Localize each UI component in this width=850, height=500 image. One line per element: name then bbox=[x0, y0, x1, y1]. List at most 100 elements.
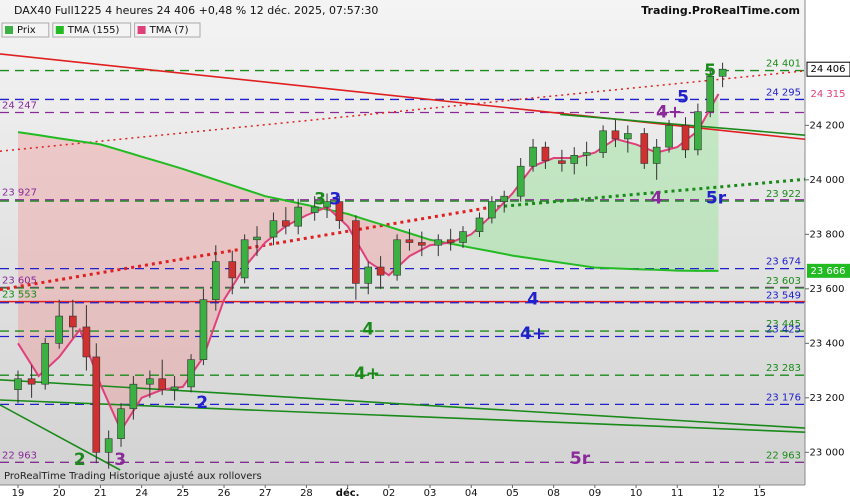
level-label: 23 176 bbox=[766, 392, 801, 403]
x-tick-label: 27 bbox=[259, 488, 272, 499]
tma-fill bbox=[121, 150, 142, 431]
candle-body bbox=[158, 378, 167, 390]
candle-body bbox=[611, 130, 620, 140]
candle-body bbox=[582, 152, 591, 156]
level-label: 23 674 bbox=[766, 257, 801, 268]
y-axis-background bbox=[805, 0, 850, 500]
level-label: 23 445 bbox=[766, 319, 801, 330]
tma-fill bbox=[656, 147, 678, 271]
legend-label: TMA (7) bbox=[149, 25, 189, 36]
price-tag bbox=[807, 87, 850, 102]
candle-body bbox=[199, 299, 208, 360]
wave-label: 4+ bbox=[354, 364, 380, 384]
price-tag bbox=[806, 61, 850, 77]
y-tick-label: 24 000 bbox=[810, 175, 845, 186]
candle-body bbox=[529, 146, 537, 167]
candle-body bbox=[240, 239, 249, 279]
candle-body bbox=[665, 125, 673, 148]
candle-body bbox=[335, 201, 344, 222]
legend-label: TMA (155) bbox=[67, 25, 120, 36]
candle-body bbox=[558, 160, 566, 164]
tma-fill bbox=[553, 158, 575, 265]
trend-line bbox=[0, 404, 121, 471]
wave-label: 4 bbox=[651, 188, 663, 208]
candle-body bbox=[376, 266, 385, 276]
level-label: 23 549 bbox=[766, 291, 801, 302]
candle-body bbox=[55, 315, 64, 344]
wave-label: 5 bbox=[677, 87, 689, 107]
x-tick-label: 15 bbox=[753, 488, 766, 499]
x-tick-label: 12 bbox=[712, 488, 725, 499]
candle-body bbox=[640, 133, 649, 164]
wave-label: 4+ bbox=[656, 102, 682, 122]
candle-body bbox=[541, 146, 550, 162]
level-label: 23 425 bbox=[766, 325, 801, 336]
candle-body bbox=[104, 438, 113, 453]
candle-body bbox=[187, 359, 195, 388]
y-tick-label: 23 200 bbox=[810, 393, 845, 404]
x-tick-label: 11 bbox=[671, 488, 684, 499]
legend-item bbox=[134, 22, 201, 38]
level-label: 22 963 bbox=[2, 450, 37, 461]
wave-label: 5r bbox=[706, 188, 727, 208]
wave-label: 3 bbox=[314, 189, 326, 209]
legend-item bbox=[52, 22, 132, 38]
x-tick-label: 09 bbox=[588, 488, 601, 499]
candle-body bbox=[129, 383, 138, 410]
candle-body bbox=[500, 195, 509, 202]
candle-body bbox=[310, 206, 319, 213]
candle-body bbox=[146, 378, 154, 385]
trend-line bbox=[560, 113, 806, 136]
level-label: 23 553 bbox=[2, 290, 37, 301]
tma-fill bbox=[182, 168, 204, 387]
wave-label: 5 bbox=[704, 61, 716, 81]
y-tick-label: 24 200 bbox=[810, 120, 845, 131]
tma-fill bbox=[79, 141, 101, 385]
tma-fill bbox=[141, 156, 163, 398]
candle-body bbox=[352, 220, 360, 284]
legend-item bbox=[1, 22, 50, 38]
x-tick-label: 28 bbox=[300, 488, 313, 499]
candle-body bbox=[488, 201, 496, 219]
x-tick-label: 03 bbox=[424, 488, 437, 499]
level-label: 24 247 bbox=[2, 101, 37, 112]
candle-body bbox=[706, 75, 715, 113]
chart-title: DAX40 Full1225 4 heures 24 406 +0,48 % 1… bbox=[14, 4, 378, 17]
legend-label: Prix bbox=[17, 25, 36, 36]
candle-body bbox=[92, 356, 101, 453]
x-tick-label: 21 bbox=[94, 488, 107, 499]
y-tick-label: 23 600 bbox=[810, 284, 845, 295]
candle-body bbox=[269, 220, 278, 238]
level-label: 22 963 bbox=[766, 450, 801, 461]
candle-body bbox=[14, 378, 22, 390]
wave-label: 3 bbox=[329, 189, 341, 209]
price-tag-label: 24 406 bbox=[811, 64, 846, 75]
y-tick-label: 23 000 bbox=[810, 447, 845, 458]
price-tag bbox=[807, 263, 850, 278]
candle-body bbox=[41, 343, 50, 385]
x-axis-background bbox=[0, 485, 805, 500]
candle-body bbox=[570, 155, 579, 164]
tma-fill bbox=[162, 162, 183, 390]
candle-body bbox=[82, 326, 91, 358]
tma-fill bbox=[594, 138, 616, 269]
tma-fill bbox=[491, 193, 513, 256]
level-label: 24 295 bbox=[766, 87, 801, 98]
candle-body bbox=[718, 68, 727, 77]
wave-label: 3 bbox=[114, 450, 126, 470]
x-tick-label: 20 bbox=[53, 488, 66, 499]
price-tag-label: 24 315 bbox=[811, 89, 846, 100]
candle-body bbox=[599, 130, 607, 153]
footer: ProRealTime Trading Historique ajusté au… bbox=[4, 470, 262, 482]
tma-fill bbox=[697, 94, 719, 271]
level-label: 23 927 bbox=[2, 188, 37, 199]
tma-fill bbox=[471, 215, 492, 252]
legend-swatch bbox=[5, 26, 13, 34]
x-tick-label: 25 bbox=[176, 488, 189, 499]
candle-body bbox=[323, 201, 331, 208]
legend-swatch bbox=[55, 26, 64, 34]
tma-fill bbox=[636, 144, 657, 270]
wave-label: 5r bbox=[570, 449, 591, 469]
candle-body bbox=[694, 111, 702, 151]
